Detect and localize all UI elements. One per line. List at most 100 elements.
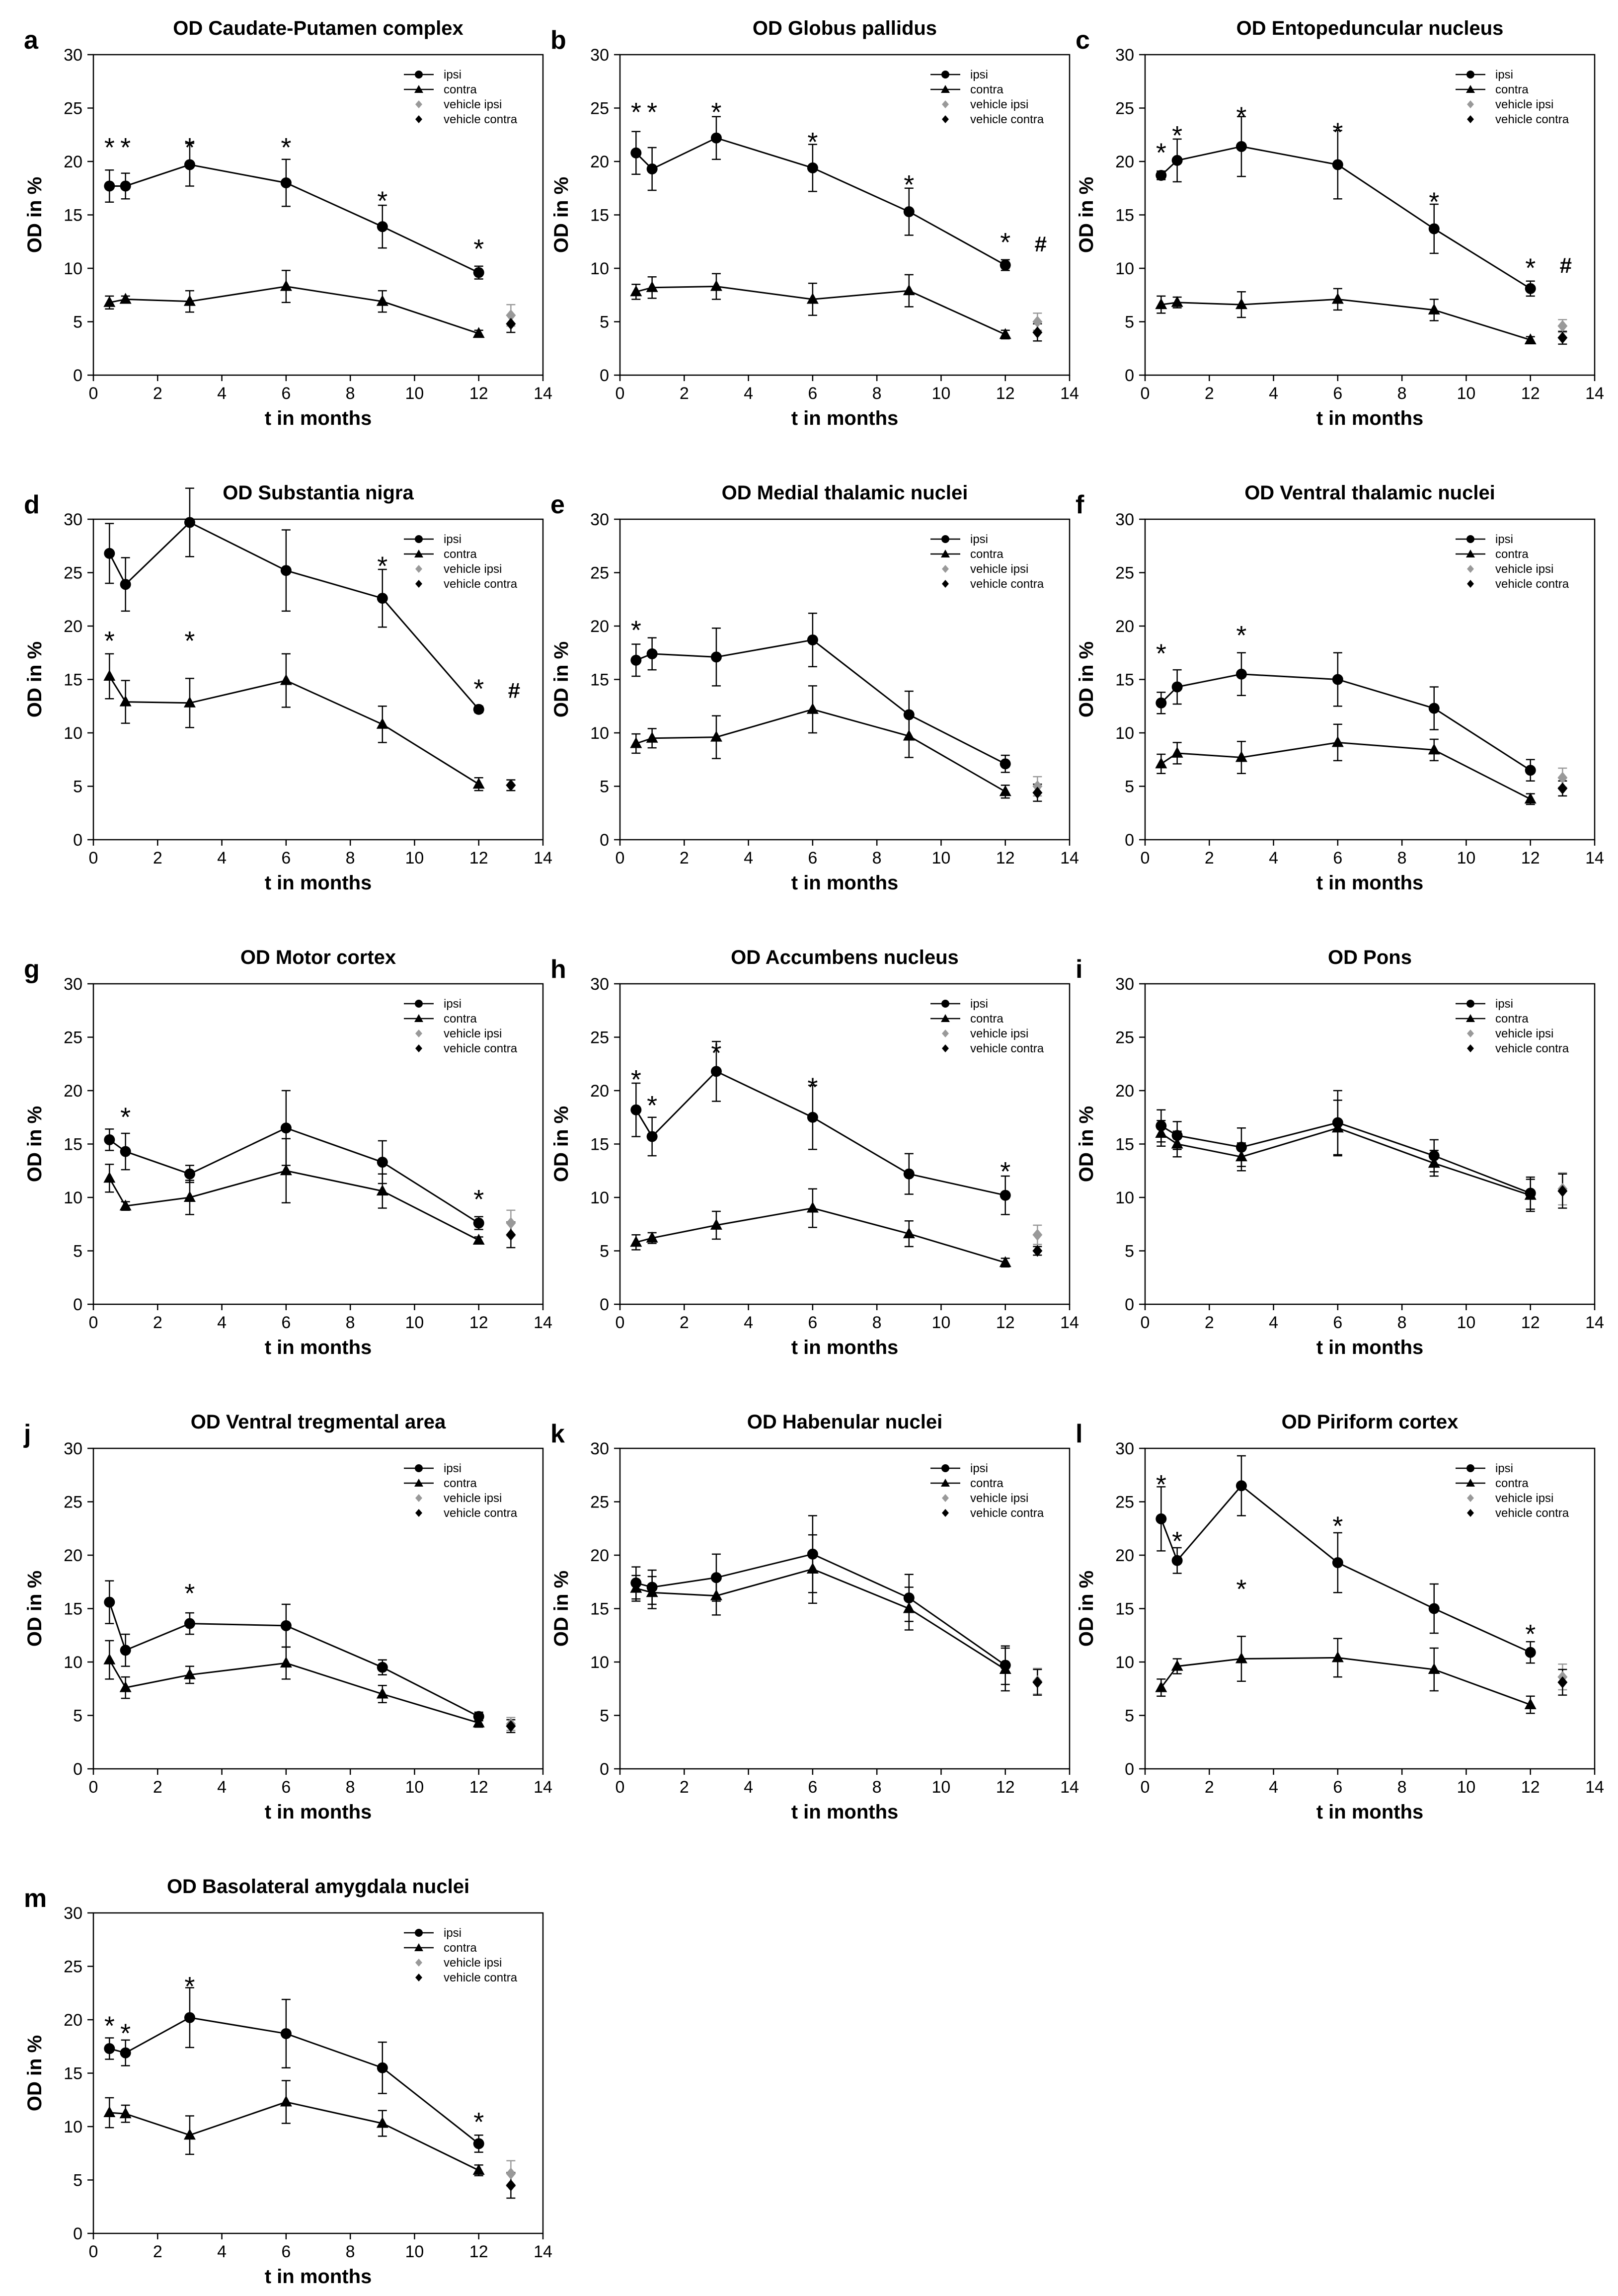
data-point-ipsi (1000, 1189, 1011, 1201)
x-tick-label: 4 (744, 1313, 753, 1332)
data-point-contra (903, 284, 915, 296)
x-tick-label: 6 (808, 1313, 817, 1332)
data-point-contra (1331, 1121, 1344, 1133)
x-tick-label: 10 (405, 1778, 424, 1797)
data-point-ipsi (1525, 765, 1536, 776)
x-axis-label: t in months (265, 407, 372, 429)
y-tick-label: 20 (1115, 617, 1134, 636)
series-ipsi (1156, 116, 1536, 297)
y-tick-label: 15 (590, 671, 609, 690)
y-tick-label: 15 (1115, 1600, 1134, 1619)
y-tick-label: 5 (1125, 313, 1134, 332)
data-point-ipsi (710, 132, 722, 144)
x-tick-label: 8 (1397, 1313, 1407, 1332)
data-point-contra (646, 731, 658, 743)
y-tick-label: 10 (590, 259, 609, 278)
y-tick-label: 15 (590, 206, 609, 225)
legend-marker-2 (415, 100, 422, 108)
legend-marker-2 (942, 565, 949, 573)
data-point-ipsi (280, 1122, 292, 1134)
data-point-ipsi (104, 1134, 115, 1145)
data-point-ipsi (710, 1066, 722, 1077)
data-point-contra (1235, 751, 1247, 762)
data-point-ipsi (104, 180, 115, 192)
legend-label: vehicle contra (1495, 1042, 1569, 1055)
legend-label: vehicle contra (1495, 113, 1569, 126)
legend-marker-1 (1466, 550, 1475, 557)
legend-marker-1 (941, 1014, 950, 1022)
legend-label: ipsi (1495, 533, 1513, 546)
x-tick-label: 14 (534, 384, 552, 403)
x-tick-label: 2 (153, 849, 162, 868)
data-point-contra (119, 695, 132, 707)
x-tick-label: 6 (1333, 1778, 1342, 1797)
series-line-contra (1160, 1127, 1531, 1196)
data-point-contra (1331, 1651, 1344, 1663)
legend-marker-2 (415, 1494, 422, 1502)
data-point-contra (1171, 746, 1183, 758)
legend-marker-2 (1467, 1029, 1474, 1037)
data-point-contra (472, 2164, 485, 2175)
y-tick-label: 25 (590, 99, 609, 118)
data-point-contra (280, 1657, 292, 1668)
data-point-ipsi (710, 651, 722, 663)
legend-label: contra (1495, 1477, 1529, 1490)
data-point-contra (1171, 1137, 1183, 1149)
y-tick-label: 30 (1115, 1439, 1134, 1458)
y-axis-label: OD in % (1076, 1571, 1097, 1647)
legend-marker-0 (941, 1464, 949, 1472)
data-point-contra (183, 1191, 196, 1202)
data-point-ipsi (1000, 259, 1011, 271)
y-tick-label: 25 (1115, 564, 1134, 583)
y-tick-label: 5 (600, 778, 609, 796)
data-point-ipsi (377, 1157, 388, 1168)
chart-title: OD Caudate-Putamen complex (173, 17, 463, 39)
series-line-ipsi (108, 521, 479, 710)
chart-panel-d: d OD Substantia nigra 0 2 4 6 8 10 12 14 0 5 10 15 20 2… (24, 482, 552, 894)
data-point-contra (183, 1668, 196, 1679)
legend-label: contra (444, 1012, 477, 1026)
legend-label: ipsi (970, 1462, 988, 1475)
x-tick-label: 6 (1333, 1313, 1342, 1332)
series-line-contra (1160, 1657, 1531, 1706)
legend-label: contra (444, 83, 477, 96)
legend-marker-0 (415, 1929, 423, 1937)
chart-panel-k: k OD Habenular nuclei 0 2 4 6 8 10 12 14 0 5 10 15 20 2… (550, 1411, 1079, 1823)
data-point-contra (1171, 1660, 1183, 1671)
y-tick-label: 5 (73, 1707, 82, 1726)
legend-marker-2 (415, 1029, 422, 1037)
panel-letter: c (1076, 26, 1090, 55)
data-point-contra (806, 293, 819, 304)
legend-label: vehicle ipsi (970, 1027, 1028, 1040)
data-point-contra (1524, 792, 1537, 804)
data-point-vehicle-contra (1557, 1676, 1568, 1688)
data-point-ipsi (1235, 141, 1247, 152)
x-tick-label: 12 (469, 2242, 488, 2261)
y-tick-label: 30 (1115, 46, 1134, 65)
legend-marker-3 (1467, 1044, 1474, 1052)
legend-label: contra (1495, 1012, 1529, 1026)
legend-marker-0 (415, 1000, 423, 1008)
x-tick-label: 8 (872, 1313, 882, 1332)
legend-marker-3 (1467, 580, 1474, 588)
chart-title: OD Globus pallidus (753, 17, 937, 39)
legend-label: vehicle contra (970, 1042, 1044, 1055)
legend-marker-2 (1467, 100, 1474, 108)
panel-letter: d (24, 490, 40, 519)
legend-marker-3 (942, 1509, 949, 1517)
data-point-ipsi (1428, 1603, 1440, 1614)
x-axis-label: t in months (1316, 407, 1424, 429)
series-contra (630, 685, 1011, 799)
y-tick-label: 25 (1115, 1029, 1134, 1047)
series-ipsi (630, 1515, 1011, 1685)
data-point-ipsi (184, 159, 195, 170)
legend-label: contra (444, 1941, 477, 1955)
legend-marker-0 (415, 71, 423, 79)
y-tick-label: 30 (590, 975, 609, 994)
legend-marker-1 (941, 550, 950, 557)
y-tick-label: 25 (1115, 1493, 1134, 1512)
data-point-ipsi (280, 2028, 292, 2039)
data-point-ipsi (280, 565, 292, 576)
y-tick-label: 10 (64, 2118, 82, 2137)
